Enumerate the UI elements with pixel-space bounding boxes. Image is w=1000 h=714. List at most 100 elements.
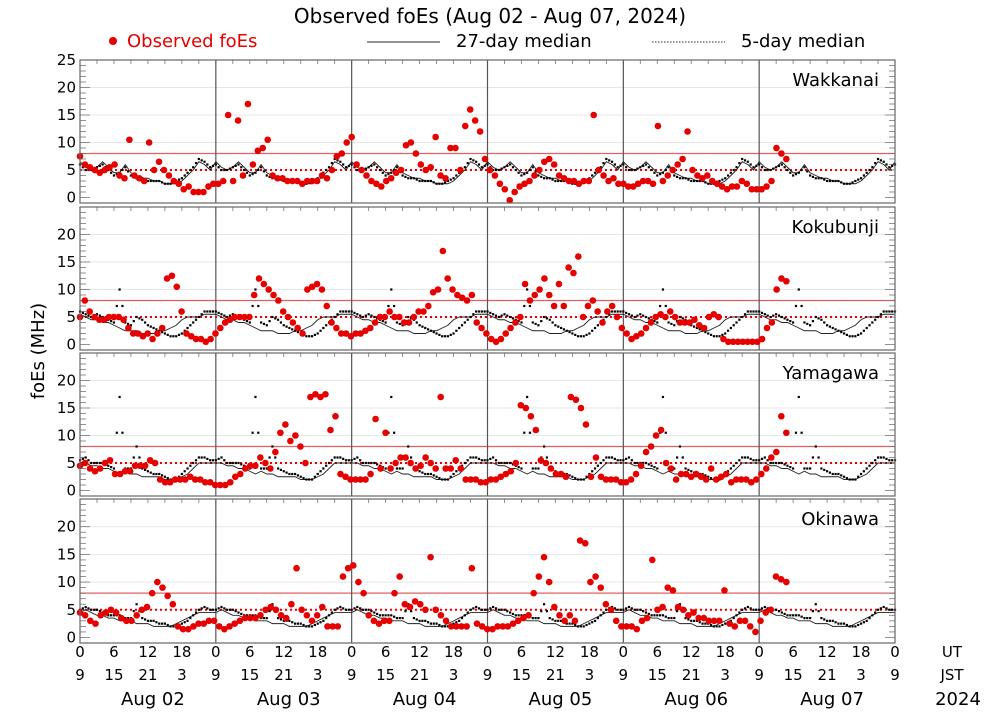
observed-point: [659, 177, 667, 185]
observed-point: [497, 473, 505, 481]
observed-point: [201, 478, 209, 486]
observed-point: [757, 470, 765, 478]
median5-point: [551, 618, 554, 621]
median5-point: [602, 459, 605, 462]
median5-point: [718, 179, 721, 183]
median5-point: [84, 456, 87, 459]
median5-point: [226, 168, 229, 172]
observed-point: [644, 177, 652, 185]
observed-point: [91, 467, 99, 475]
median5-point: [443, 181, 447, 184]
median5-point: [593, 467, 597, 470]
observed-point: [381, 313, 389, 321]
median5-point: [509, 611, 512, 614]
median5-point: [268, 456, 271, 459]
observed-point: [623, 623, 630, 630]
median5-point: [865, 467, 868, 470]
observed-point: [560, 302, 568, 310]
median5-point: [231, 608, 234, 611]
median5-point: [681, 177, 684, 180]
median5-point: [186, 467, 189, 470]
median5-point: [81, 166, 84, 169]
median5-point: [605, 456, 608, 459]
observed-point: [303, 177, 311, 185]
median5-point: [840, 622, 843, 625]
observed-point: [380, 617, 388, 625]
median5-point: [325, 168, 328, 172]
median5-point: [559, 619, 563, 622]
median5-point: [772, 167, 775, 170]
median5-point: [87, 314, 90, 317]
observed-point: [642, 324, 650, 332]
median5-point: [180, 332, 183, 335]
median5-point: [520, 321, 523, 324]
median5-point: [251, 614, 254, 617]
median5-point: [775, 461, 778, 465]
observed-point: [733, 183, 741, 190]
observed-point: [447, 623, 455, 630]
median5-point: [642, 164, 645, 167]
median5-point: [373, 315, 376, 319]
median5-point: [327, 614, 331, 617]
observed-point: [342, 330, 350, 337]
median5-point: [276, 467, 280, 470]
median5-point: [523, 431, 526, 434]
observed-point: [592, 454, 600, 461]
median5-point: [361, 608, 365, 611]
observed-point: [148, 589, 156, 597]
median5-point: [268, 320, 271, 323]
observed-point: [131, 172, 138, 179]
median5-point: [712, 335, 715, 338]
median5-point: [135, 445, 138, 448]
observed-point: [773, 448, 780, 456]
median5-point: [206, 457, 209, 460]
observed-point: [231, 473, 239, 481]
median5-point: [231, 461, 234, 465]
observed-point: [313, 612, 321, 619]
station-label: Kokubunji: [792, 217, 879, 238]
median5-point: [180, 472, 183, 476]
observed-point: [763, 324, 771, 332]
median5-point: [325, 464, 328, 467]
median5-point: [384, 174, 387, 177]
median5-point: [874, 162, 877, 165]
median5-point: [455, 329, 458, 332]
median5-point: [293, 329, 297, 332]
median5-point: [494, 168, 498, 172]
median5-point: [435, 475, 438, 478]
median5-point: [497, 168, 500, 172]
median5-point: [568, 331, 571, 334]
x-tick-jst: 9: [347, 666, 357, 684]
median5-point: [871, 166, 874, 169]
median5-point: [463, 166, 466, 169]
observed-point: [617, 478, 625, 486]
observed-point: [530, 589, 538, 597]
observed-point: [370, 617, 378, 625]
observed-point: [552, 470, 560, 478]
median5-point: [288, 326, 291, 330]
median5-point: [81, 457, 84, 460]
observed-point: [329, 623, 336, 630]
median5-point: [509, 163, 512, 166]
observed-point: [110, 313, 118, 321]
observed-point: [219, 177, 227, 185]
observed-point: [681, 319, 689, 326]
observed-point: [783, 578, 790, 586]
median5-point: [155, 621, 158, 624]
x-tick-ut: 12: [138, 643, 157, 661]
median5-point: [197, 315, 200, 319]
median5-point: [443, 335, 447, 338]
observed-point: [604, 308, 611, 315]
median5-point: [517, 614, 520, 617]
median5-point: [364, 167, 367, 170]
observed-point: [567, 393, 575, 401]
observed-point: [752, 628, 759, 636]
median5-point: [752, 459, 755, 462]
observed-point: [318, 286, 326, 293]
median5-point: [509, 315, 512, 319]
median5-point: [568, 622, 571, 625]
median5-point: [452, 332, 455, 335]
observed-point: [322, 390, 329, 398]
observed-point: [312, 390, 319, 398]
median5-point: [435, 622, 438, 625]
